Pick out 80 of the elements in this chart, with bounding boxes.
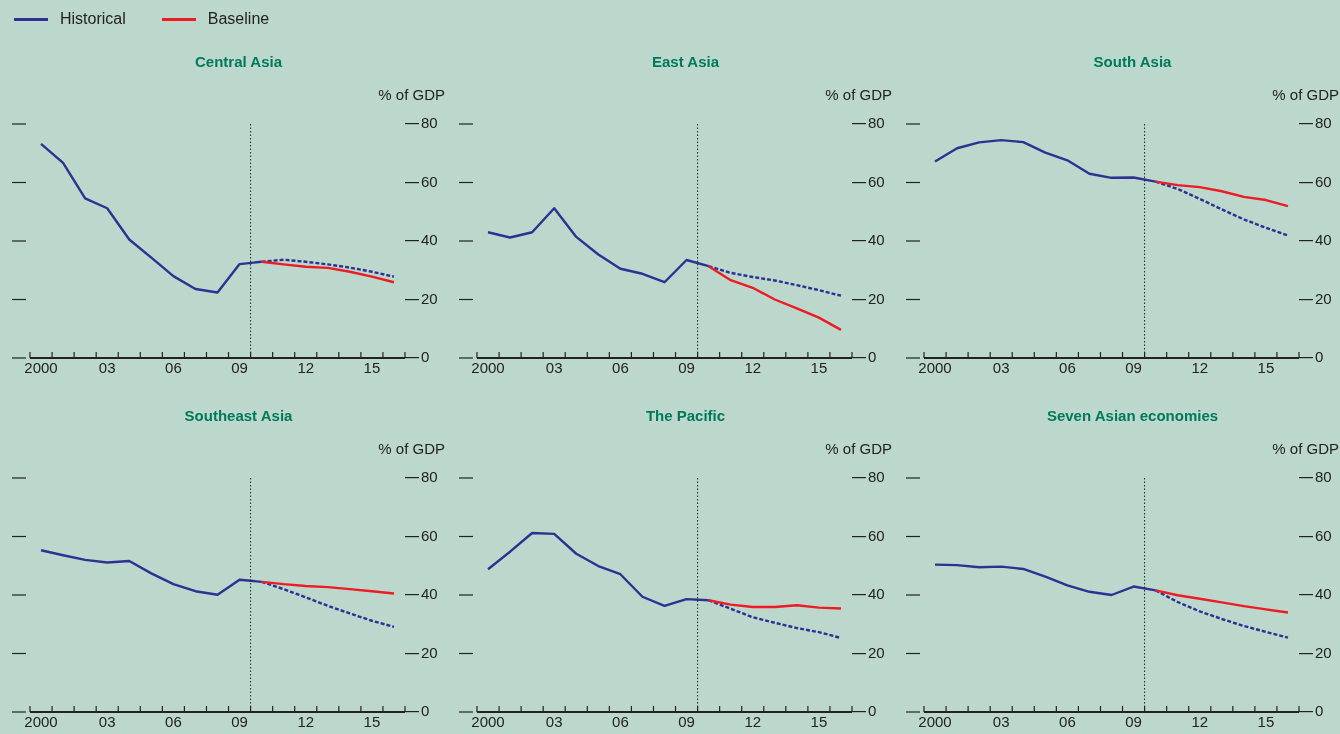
y-tick-label: 80 <box>1315 468 1332 486</box>
x-tick-label: 03 <box>98 713 116 731</box>
x-tick-label: 06 <box>1059 359 1076 377</box>
chart-title: The Pacific <box>645 407 726 425</box>
y-tick-label: 0 <box>868 348 877 366</box>
y-tick-label: 60 <box>1315 526 1332 544</box>
y-tick-label: 40 <box>1315 231 1332 249</box>
x-tick-label: 06 <box>612 713 629 731</box>
y-tick-label: 0 <box>868 702 877 720</box>
x-tick-label: 09 <box>1125 359 1142 377</box>
x-tick-label: 03 <box>545 359 563 377</box>
y-tick-label: 60 <box>868 172 885 190</box>
y-tick-label: 20 <box>421 643 438 661</box>
x-tick-label: 15 <box>363 713 381 731</box>
x-tick-label: 09 <box>1125 713 1142 731</box>
x-tick-label: 06 <box>1059 713 1076 731</box>
x-tick-label: 2000 <box>471 713 505 731</box>
x-tick-label: 03 <box>992 713 1010 731</box>
x-tick-label: 12 <box>1191 359 1209 377</box>
x-tick-label: 2000 <box>24 359 58 377</box>
x-tick-label: 2000 <box>918 359 952 377</box>
x-tick-label: 15 <box>810 359 828 377</box>
x-tick-label: 06 <box>165 359 182 377</box>
x-tick-label: 2000 <box>24 713 58 731</box>
x-tick-label: 09 <box>678 359 695 377</box>
y-tick-label: 0 <box>421 348 430 366</box>
x-tick-label: 06 <box>612 359 629 377</box>
y-tick-label: 80 <box>421 468 438 486</box>
x-tick-label: 12 <box>744 359 762 377</box>
y-tick-label: 20 <box>868 289 885 307</box>
y-tick-label: 20 <box>421 289 438 307</box>
x-tick-label: 15 <box>1257 713 1275 731</box>
x-tick-label: 09 <box>231 713 248 731</box>
x-tick-label: 06 <box>165 713 182 731</box>
y-tick-label: 20 <box>868 643 885 661</box>
y-tick-label: 80 <box>1315 114 1332 132</box>
x-tick-label: 03 <box>545 713 563 731</box>
y-tick-label: 0 <box>1315 348 1324 366</box>
x-tick-label: 2000 <box>471 359 505 377</box>
y-tick-label: 20 <box>1315 643 1332 661</box>
y-tick-label: 20 <box>1315 289 1332 307</box>
legend-label: Baseline <box>207 10 270 28</box>
y-axis-title: % of GDP <box>378 86 445 103</box>
y-tick-label: 60 <box>1315 172 1332 190</box>
chart-title: East Asia <box>652 53 720 71</box>
x-tick-label: 03 <box>992 359 1010 377</box>
y-axis-title: % of GDP <box>825 440 892 457</box>
legend-label: Historical <box>60 10 126 28</box>
x-tick-label: 15 <box>810 713 828 731</box>
y-tick-label: 80 <box>868 114 885 132</box>
y-tick-label: 40 <box>868 231 885 249</box>
x-tick-label: 12 <box>1191 713 1209 731</box>
y-axis-title: % of GDP <box>1272 86 1339 103</box>
y-axis-title: % of GDP <box>825 86 892 103</box>
y-tick-label: 60 <box>421 526 438 544</box>
y-tick-label: 60 <box>421 172 438 190</box>
y-axis-title: % of GDP <box>378 440 445 457</box>
chart-title: South Asia <box>1093 53 1173 71</box>
y-tick-label: 0 <box>421 702 430 720</box>
x-tick-label: 12 <box>744 713 762 731</box>
y-tick-label: 40 <box>868 585 885 603</box>
chart-title: Central Asia <box>195 53 283 71</box>
x-tick-label: 09 <box>231 359 248 377</box>
x-tick-label: 03 <box>98 359 116 377</box>
x-tick-label: 09 <box>678 713 695 731</box>
chart-title: Seven Asian economies <box>1046 407 1219 425</box>
y-tick-label: 80 <box>868 468 885 486</box>
y-tick-label: 60 <box>868 526 885 544</box>
y-tick-label: 40 <box>1315 585 1332 603</box>
x-tick-label: 15 <box>1257 359 1275 377</box>
x-tick-label: 12 <box>297 359 315 377</box>
y-tick-label: 40 <box>421 585 438 603</box>
x-tick-label: 2000 <box>918 713 952 731</box>
y-tick-label: 0 <box>1315 702 1324 720</box>
x-tick-label: 12 <box>297 713 315 731</box>
y-tick-label: 80 <box>421 114 438 132</box>
y-axis-title: % of GDP <box>1272 440 1339 457</box>
chart-title: Southeast Asia <box>184 407 294 425</box>
y-tick-label: 40 <box>421 231 438 249</box>
x-tick-label: 15 <box>363 359 381 377</box>
